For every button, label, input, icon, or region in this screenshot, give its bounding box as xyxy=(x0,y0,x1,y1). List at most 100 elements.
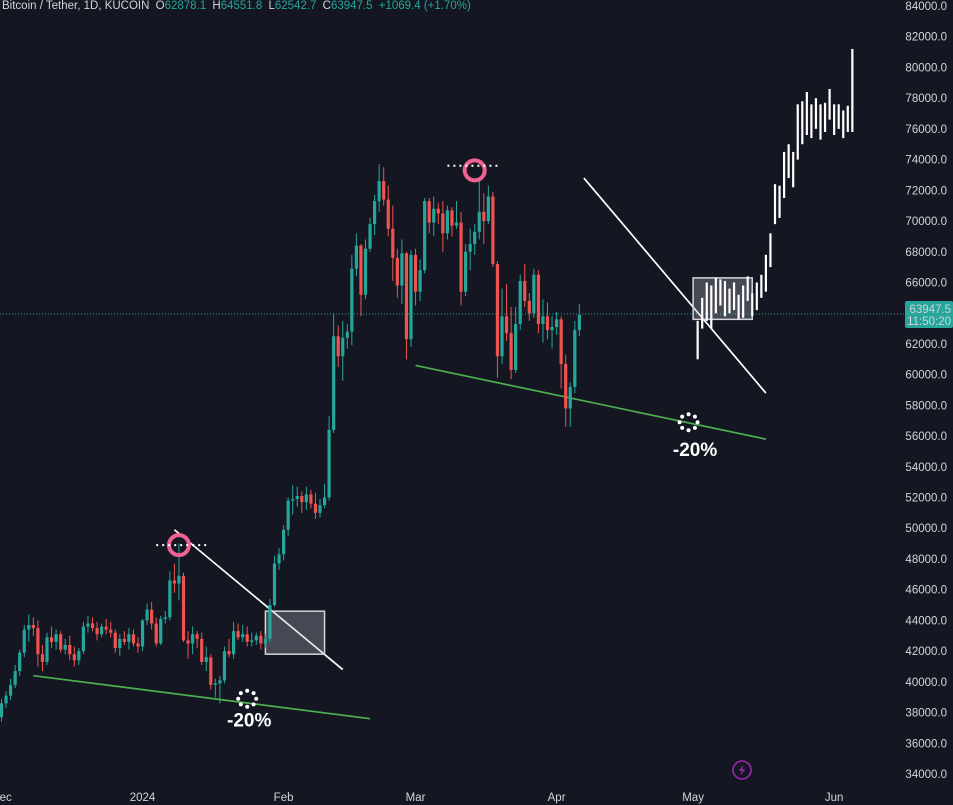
consolidation-1-box[interactable] xyxy=(264,610,326,655)
dot xyxy=(677,420,682,425)
candle-body xyxy=(545,316,550,331)
candle-body xyxy=(391,228,395,258)
time-axis[interactable]: Dec 2024 Feb Mar Apr May Jun xyxy=(0,792,843,804)
candle-body xyxy=(541,316,545,324)
candle-body xyxy=(18,652,22,672)
candle-body xyxy=(54,634,58,642)
candle-body xyxy=(400,253,404,286)
candle-body xyxy=(81,626,85,652)
dot xyxy=(251,702,256,707)
close-label: C xyxy=(322,0,331,12)
candle-body xyxy=(127,634,131,642)
change-value: +1069.4 (+1.70%) xyxy=(378,0,471,12)
dot xyxy=(238,702,243,707)
candle-body xyxy=(523,280,527,301)
high-value: 64551.8 xyxy=(220,0,263,12)
candle-body xyxy=(495,264,500,357)
price-tick-label: 42000.0 xyxy=(905,646,947,658)
dot xyxy=(680,425,685,430)
candle-body xyxy=(486,196,490,222)
price-tick-label: 48000.0 xyxy=(905,554,947,566)
candle-body xyxy=(332,336,336,430)
candle-body xyxy=(168,580,172,618)
price-tick-label: 66000.0 xyxy=(905,277,947,289)
candle-body xyxy=(200,638,204,662)
candle-body xyxy=(377,181,381,202)
candle-body xyxy=(418,270,422,292)
candle-body xyxy=(445,210,449,234)
candle-body xyxy=(473,231,477,245)
candle-body xyxy=(263,638,267,644)
candle-body xyxy=(95,628,99,635)
candle-body xyxy=(432,208,436,223)
candle-body xyxy=(186,640,190,644)
price-tick-label: 60000.0 xyxy=(905,370,947,382)
dot xyxy=(686,428,691,433)
bottom-1-dots[interactable] xyxy=(236,688,259,709)
open-value: 62878.1 xyxy=(164,0,207,12)
candle-body xyxy=(532,274,536,314)
candle-body xyxy=(286,500,290,530)
candle-body xyxy=(277,554,281,564)
candle-body xyxy=(464,251,468,292)
candle-body xyxy=(413,254,418,292)
candle-body xyxy=(100,626,104,635)
candle-body xyxy=(231,631,236,655)
candle-body xyxy=(4,695,8,704)
dot xyxy=(236,696,241,701)
candle-body xyxy=(386,199,390,229)
candle-body xyxy=(459,222,463,292)
low-value: 62542.7 xyxy=(274,0,317,12)
candle-body xyxy=(573,330,577,387)
resistance-1-trendline[interactable] xyxy=(173,529,344,671)
price-tick-label: 68000.0 xyxy=(905,247,947,259)
candle-body xyxy=(454,222,459,226)
candle-body xyxy=(482,211,486,222)
candle-body xyxy=(568,386,572,409)
price-tag-box xyxy=(905,301,953,329)
bottom-2-dots[interactable] xyxy=(677,412,700,433)
dot xyxy=(251,691,256,696)
price-tick-label: 54000.0 xyxy=(905,462,947,474)
price-tick-label: 82000.0 xyxy=(905,32,947,44)
drawdown-label[interactable]: -20% xyxy=(227,710,271,731)
open-label: O xyxy=(155,0,165,12)
candle-body xyxy=(86,623,90,627)
high-label: H xyxy=(212,0,221,12)
candle-body xyxy=(150,609,154,624)
candle-body xyxy=(577,314,581,331)
support-1-trendline[interactable] xyxy=(33,674,371,720)
top-2-circle[interactable] xyxy=(462,158,487,183)
candle-body xyxy=(341,337,345,357)
candle-body xyxy=(27,625,31,630)
resistance-2-trendline[interactable] xyxy=(583,177,767,394)
candle-body xyxy=(13,671,17,685)
candle-body xyxy=(22,629,26,653)
support-2-trendline[interactable] xyxy=(415,364,767,440)
candle-body xyxy=(31,625,35,629)
candle-body xyxy=(213,683,217,685)
price-tick-label: 72000.0 xyxy=(905,185,947,197)
overlay-drawings[interactable]: -20% -20% xyxy=(156,158,717,731)
flash-icon[interactable] xyxy=(732,760,752,780)
candle-body xyxy=(136,643,140,647)
candle-body xyxy=(181,575,186,641)
price-tick-label: 78000.0 xyxy=(905,93,947,105)
dot xyxy=(245,704,250,709)
candle-body xyxy=(313,503,318,513)
candle-body xyxy=(295,495,299,500)
candle-body xyxy=(491,196,495,265)
symbol-title[interactable]: Bitcoin / Tether, 1D, KUCOIN xyxy=(2,0,150,12)
candle-body xyxy=(236,631,240,638)
candle-body xyxy=(345,331,349,338)
price-tick-label: 80000.0 xyxy=(905,62,947,74)
candle-body xyxy=(477,211,481,232)
drawdown-label[interactable]: -20% xyxy=(673,440,717,461)
candle-body xyxy=(104,626,108,630)
close-value: 63947.5 xyxy=(330,0,373,12)
candle-body xyxy=(395,257,399,286)
price-axis[interactable]: 34000.0 36000.0 38000.0 40000.0 42000.0 44000… xyxy=(905,1,947,781)
price-tick-label: 46000.0 xyxy=(905,585,947,597)
